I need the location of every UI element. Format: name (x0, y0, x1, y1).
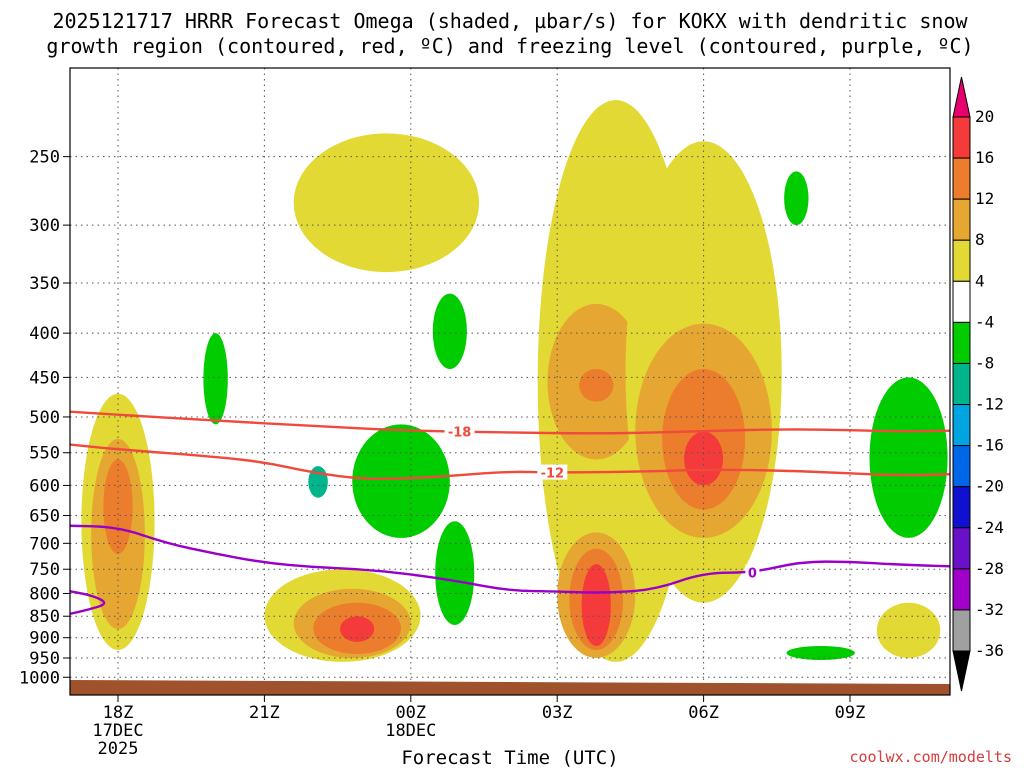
y-tick-label-1000: 1000 (19, 668, 60, 688)
x-tick-label-00Z: 00Z (395, 703, 426, 723)
y-tick-label-450: 450 (29, 368, 60, 388)
colorbar-swatch-11 (952, 568, 971, 611)
omega-area-6 (340, 616, 375, 642)
y-tick-label-550: 550 (29, 444, 60, 464)
omega-area-18 (876, 602, 941, 659)
x-tick-label-06Z: 06Z (688, 703, 719, 723)
x-tick-label-18Z: 18Z (103, 703, 134, 723)
omega-area-19 (203, 333, 228, 425)
omega-area-10 (579, 368, 614, 402)
colorbar-label-11: -28 (975, 559, 1004, 578)
x-tick-date-00Z: 18DEC (385, 721, 436, 741)
colorbar-swatch-3 (952, 239, 971, 282)
ground-surface (70, 680, 950, 695)
colorbar-top-arrow (952, 76, 971, 118)
credit-text: coolwx.com/modelts (849, 748, 1012, 766)
colorbar-swatch-7 (952, 404, 971, 447)
chart-title-line1: 2025121717 HRRR Forecast Omega (shaded, … (52, 9, 968, 33)
colorbar-swatch-4 (952, 280, 971, 323)
omega-area-24 (784, 171, 809, 226)
x-axis-label: Forecast Time (UTC) (401, 747, 618, 768)
x-tick-date-18Z: 17DEC (92, 721, 143, 741)
x-tick-label-09Z: 09Z (835, 703, 866, 723)
colorbar-label-1: 16 (975, 148, 994, 167)
colorbar-swatch-5 (952, 321, 971, 364)
colorbar-label-5: -4 (975, 312, 994, 331)
colorbar-swatch-6 (952, 362, 971, 406)
omega-area-25 (786, 645, 855, 660)
colorbar-bottom-arrow (952, 650, 971, 692)
y-tick-label-800: 800 (29, 584, 60, 604)
colorbar-label-8: -16 (975, 436, 1004, 455)
colorbar-swatch-10 (952, 527, 971, 570)
y-tick-label-300: 300 (29, 216, 60, 236)
contour-line-0-loop (70, 590, 106, 616)
colorbar-swatch-2 (952, 198, 971, 241)
colorbar-label-12: -32 (975, 600, 1004, 619)
chart-title-line2: growth region (contoured, red, ºC) and f… (46, 34, 973, 58)
colorbar: 20 16 12 8 4 -4 -8 -12 -16 -20 -24 -28 -32 -36 (952, 76, 1004, 692)
y-tick-label-700: 700 (29, 534, 60, 554)
x-tick-label-03Z: 03Z (542, 703, 573, 723)
y-tick-label-950: 950 (29, 649, 60, 669)
colorbar-label-4: 4 (975, 271, 985, 290)
omega-area-13 (581, 564, 611, 646)
colorbar-swatch-1 (952, 157, 971, 200)
y-tick-label-750: 750 (29, 560, 60, 580)
colorbar-label-6: -8 (975, 353, 994, 372)
colorbar-label-3: 8 (975, 230, 985, 249)
colorbar-label-9: -20 (975, 477, 1004, 496)
y-tick-label-250: 250 (29, 148, 60, 168)
contour-line--12 (70, 443, 950, 481)
x-tick-year-18Z: 2025 (98, 739, 139, 759)
plot-frame (69, 67, 951, 696)
omega-area-7 (293, 133, 480, 273)
omega-area-2 (103, 459, 133, 554)
colorbar-label-10: -24 (975, 518, 1004, 537)
colorbar-label-0: 20 (975, 107, 994, 126)
omega-area-21 (352, 424, 450, 538)
plot-area: -18 -12 0 (70, 68, 950, 695)
contour-label-0: 0 (748, 567, 757, 582)
y-tick-label-500: 500 (29, 408, 60, 428)
contour-label-bg-0 (745, 564, 760, 580)
y-tick-label-650: 650 (29, 506, 60, 526)
omega-area-23 (435, 521, 475, 625)
colorbar-label-7: -12 (975, 395, 1004, 414)
colorbar-swatch-8 (952, 445, 971, 488)
contour-line-0 (70, 524, 950, 594)
omega-area-26 (869, 377, 948, 538)
contour-label-bg--18 (444, 423, 475, 439)
colorbar-label-2: 12 (975, 189, 994, 208)
y-tick-label-350: 350 (29, 274, 60, 294)
y-tick-label-850: 850 (29, 607, 60, 627)
contour-label--12: -12 (541, 467, 565, 482)
contour-label-bg--12 (537, 464, 568, 480)
y-tick-label-400: 400 (29, 324, 60, 344)
colorbar-swatch-0 (952, 116, 971, 159)
omega-area-20 (432, 293, 467, 369)
y-tick-label-900: 900 (29, 629, 60, 649)
colorbar-label-13: -36 (975, 641, 1004, 660)
colorbar-swatch-9 (952, 486, 971, 529)
colorbar-swatch-12 (952, 609, 971, 652)
contour-label--18: -18 (448, 426, 472, 441)
y-tick-label-600: 600 (29, 476, 60, 496)
contour-line--18 (70, 410, 950, 435)
x-tick-label-21Z: 21Z (249, 703, 280, 723)
